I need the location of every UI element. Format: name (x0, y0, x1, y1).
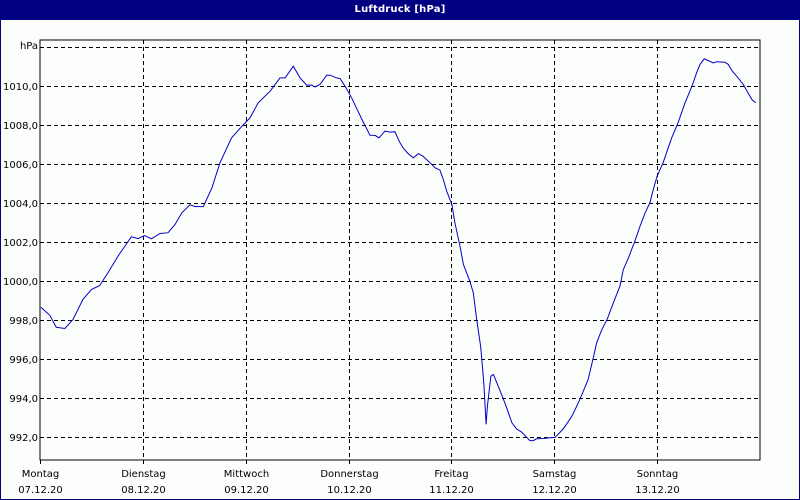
axes (39, 39, 761, 461)
y-axis-labels: hPa 1010,0 1008,0 1006,0 1004,0 1002,0 1000,0… (3, 41, 38, 444)
x-tick-date-label: 13.12.20 (635, 485, 680, 496)
grid-lines (40, 40, 760, 460)
plot-frame (39, 39, 761, 461)
y-tick-label: 996,0 (9, 355, 38, 366)
x-axis-labels: Montag 07.12.20 Dienstag 08.12.20 Mittwoch 09… (18, 460, 680, 496)
y-axis-unit-label: hPa (20, 41, 38, 52)
chart-title: Luftdruck [hPa] (0, 0, 800, 20)
y-tick-label: 1010,0 (3, 82, 38, 93)
y-tick-label: 994,0 (9, 394, 38, 405)
x-tick-day-label: Samstag (533, 469, 577, 480)
x-tick-day-label: Donnerstag (320, 469, 378, 480)
y-tick-label: 992,0 (9, 433, 38, 444)
y-tick-label: 1004,0 (3, 199, 38, 210)
y-tick-label: 1000,0 (3, 277, 38, 288)
x-tick-day-label: Freitag (434, 469, 468, 480)
x-tick-day-label: Mittwoch (224, 469, 269, 480)
y-tick-label: 998,0 (9, 316, 38, 327)
x-tick-day-label: Sonntag (637, 469, 679, 480)
x-tick-date-label: 07.12.20 (18, 485, 63, 496)
x-tick-day-label: Dienstag (121, 469, 166, 480)
x-tick-date-label: 11.12.20 (429, 485, 474, 496)
x-tick-date-label: 08.12.20 (121, 485, 166, 496)
x-tick-date-label: 09.12.20 (224, 485, 269, 496)
y-tick-label: 1002,0 (3, 238, 38, 249)
pressure-line (40, 58, 757, 442)
y-tick-label: 1008,0 (3, 121, 38, 132)
x-tick-date-label: 12.12.20 (532, 485, 577, 496)
x-tick-date-label: 10.12.20 (327, 485, 372, 496)
y-tick-label: 1006,0 (3, 160, 38, 171)
x-tick-day-label: Montag (22, 469, 59, 480)
